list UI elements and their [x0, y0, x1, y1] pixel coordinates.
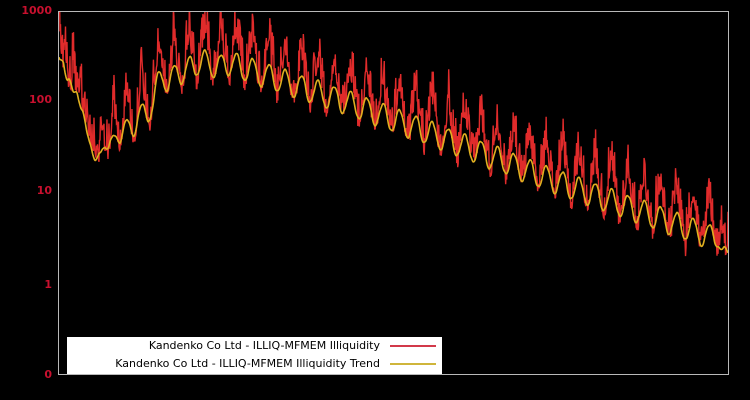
y-axis-tick-labels: 1000 100 10 1 0 [0, 0, 52, 400]
plot-area [58, 11, 729, 375]
series-plot [59, 12, 728, 257]
y-tick-0: 0 [44, 368, 52, 381]
illiquidity-series [59, 12, 728, 257]
y-tick-1000: 1000 [21, 4, 52, 17]
legend-label-illiquidity-trend: Kandenko Co Ltd - ILLIQ-MFMEM Illiquidit… [115, 357, 380, 370]
legend-swatch-illiquidity [390, 345, 436, 347]
legend-label-illiquidity: Kandenko Co Ltd - ILLIQ-MFMEM Illiquidit… [148, 339, 380, 352]
illiquidity-line [59, 12, 728, 257]
legend-swatch-illiquidity-trend [390, 363, 436, 365]
y-tick-100: 100 [29, 93, 52, 106]
legend-entry-illiquidity[interactable]: Kandenko Co Ltd - ILLIQ-MFMEM Illiquidit… [67, 337, 442, 355]
legend-entry-illiquidity-trend[interactable]: Kandenko Co Ltd - ILLIQ-MFMEM Illiquidit… [67, 355, 442, 373]
legend: Kandenko Co Ltd - ILLIQ-MFMEM Illiquidit… [67, 337, 442, 374]
y-tick-1: 1 [44, 278, 52, 291]
illiquidity-trend-series [59, 48, 728, 254]
illiquidity-trend-line [59, 48, 728, 254]
y-tick-10: 10 [36, 184, 52, 197]
